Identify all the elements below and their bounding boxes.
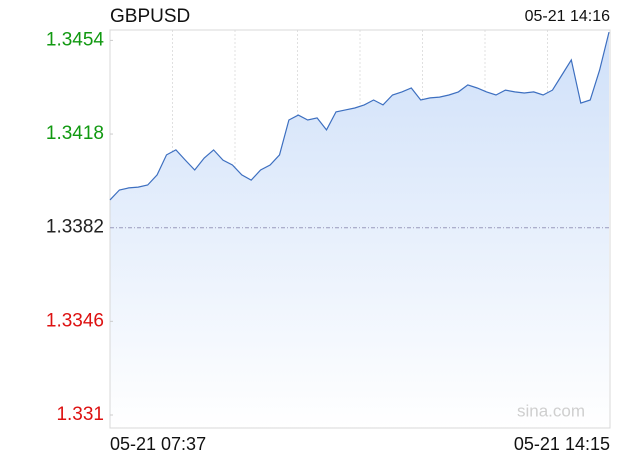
x-start-label: 05-21 07:37 [110, 434, 206, 454]
plot-frame [109, 29, 611, 429]
y-tick-label: 1.3454 [46, 29, 105, 50]
y-tick-label: 1.3418 [46, 123, 104, 144]
y-tick-label: 1.3382 [46, 217, 104, 238]
area [110, 32, 609, 428]
price-line [109, 31, 610, 201]
y-tick-label: 1.3346 [46, 310, 104, 331]
chart-title: GBPUSD [110, 6, 190, 27]
watermark: sina.com [517, 401, 585, 420]
y-tick-label: 1.331 [56, 404, 104, 425]
update-time: 05-21 14:16 [525, 8, 611, 25]
x-end-label: 05-21 14:15 [514, 434, 610, 454]
